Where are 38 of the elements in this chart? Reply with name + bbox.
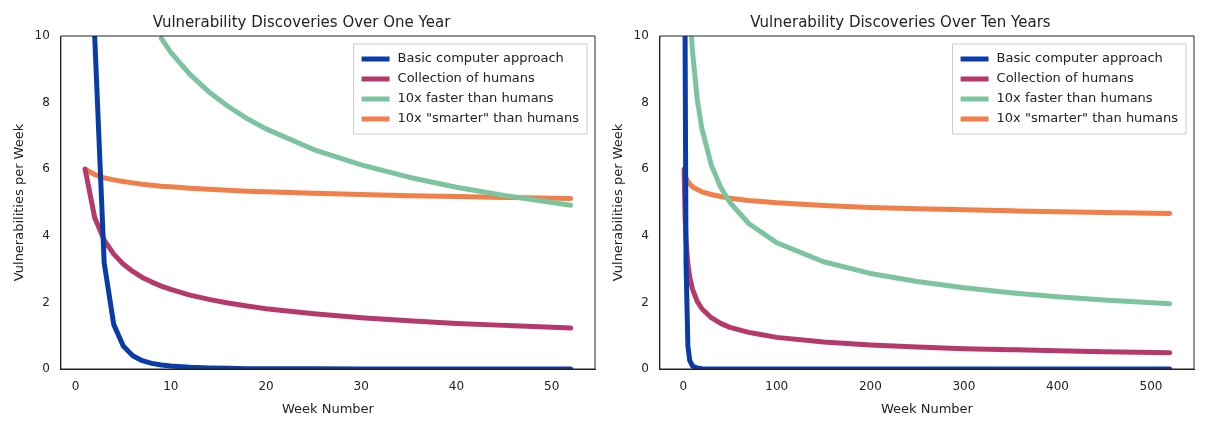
y-tick-label: 8 [641,94,649,109]
legend-label: 10x faster than humans [397,90,554,106]
x-tick-label: 40 [448,379,465,394]
y-tick-label: 6 [42,161,50,176]
chart-title: Vulnerability Discoveries Over One Year [152,12,452,31]
x-tick-label: 0 [71,379,80,394]
legend-label: Collection of humans [996,70,1134,86]
chart-title: Vulnerability Discoveries Over Ten Years [750,12,1051,31]
x-tick-label: 200 [858,379,882,394]
y-axis-title: Vulnerabilities per Week [610,123,626,282]
x-tick-label: 500 [1139,379,1163,394]
x-tick-label: 400 [1046,379,1069,394]
x-tick-label: 100 [765,379,789,394]
x-axis-title: Week Number [880,400,974,416]
x-axis-title: Week Number [281,400,375,416]
x-tick-label: 20 [258,379,274,394]
legend-label: Collection of humans [397,70,535,86]
x-tick-label: 30 [353,379,369,394]
y-tick-label: 10 [34,28,50,43]
y-tick-label: 4 [42,227,50,242]
y-tick-label: 6 [641,161,649,176]
x-tick-label: 10 [163,379,179,394]
y-tick-label: 4 [641,227,649,242]
legend-label: Basic computer approach [397,50,564,66]
x-tick-label: 0 [679,379,688,394]
legend-label: 10x faster than humans [996,90,1153,106]
legend-label: Basic computer approach [996,50,1163,66]
y-tick-label: 2 [641,294,649,309]
legend-label: 10x "smarter" than humans [996,110,1179,126]
legend-label: 10x "smarter" than humans [397,110,580,126]
y-tick-label: 10 [633,28,649,43]
y-axis-title: Vulnerabilities per Week [11,123,27,282]
y-tick-label: 8 [42,94,50,109]
y-tick-label: 0 [641,361,649,376]
y-tick-label: 0 [42,361,50,376]
y-tick-label: 2 [42,294,50,309]
x-tick-label: 300 [952,379,976,394]
x-tick-label: 50 [544,379,560,394]
